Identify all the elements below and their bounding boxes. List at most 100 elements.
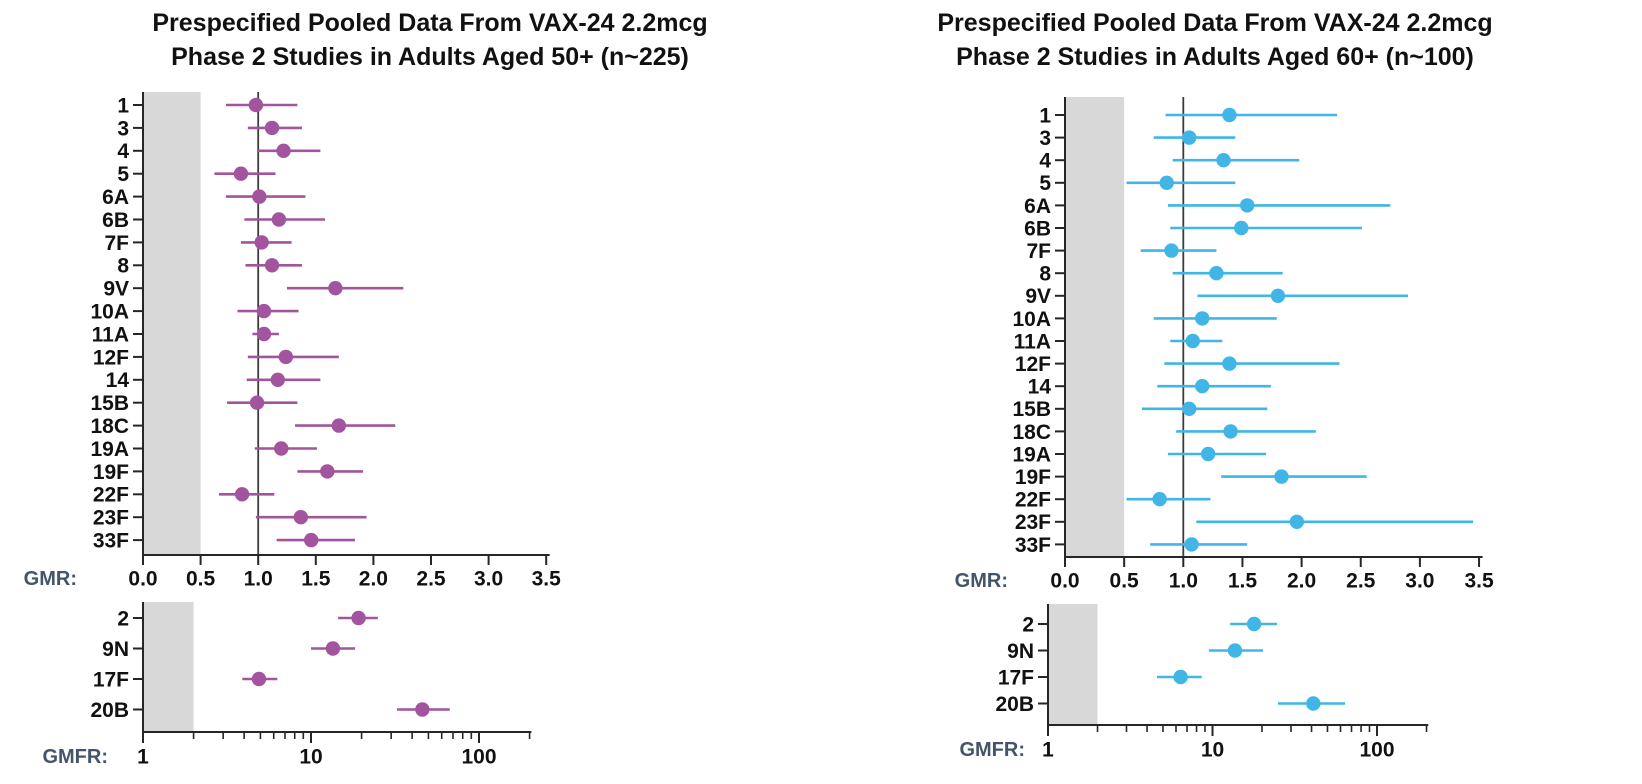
serotype-label-17F: 17F [998,666,1034,689]
serotype-label-7F: 7F [1026,240,1051,263]
gmr-point-23F [293,510,309,525]
gmfr-plot-adults_50plus: 1 10 100 GMFR: 2 9N 17F 20B [42,602,532,768]
gmr-point-4 [276,143,291,158]
serotype-label-6B: 6B [102,209,129,232]
gmr-point-33F [1184,537,1199,552]
serotype-label-12F: 12F [1015,353,1051,376]
x-tick-label: 1 [1042,738,1054,761]
x-tick-label: 10 [299,745,322,768]
serotype-label-17F: 17F [93,668,129,691]
serotype-label-5: 5 [117,163,129,186]
gmr-point-6A [1239,198,1255,213]
chart-title-50plus: Prespecified Pooled Data From VAX-24 2.2… [110,6,750,74]
x-tick-label: 3.5 [532,567,562,590]
serotype-label-22F: 22F [93,484,129,507]
gmr-point-7F [254,235,269,250]
serotype-label-11A: 11A [92,323,129,346]
panel-adults_50plus: 0.0 0.5 1.0 1.5 2.0 2.5 3.0 3.5GMR:13456A6B7F89… [24,92,561,768]
x-tick-label: 2.5 [416,567,446,590]
x-tick-label: 1.5 [301,567,331,590]
gmr-point-8 [264,258,280,273]
gmr-point-22F [234,487,250,502]
serotype-label-4: 4 [117,140,129,163]
gmr-point-1 [248,97,264,113]
serotype-label-19A: 19A [1012,443,1051,466]
serotype-label-2: 2 [1022,613,1034,636]
panel-adults_60plus: 0.0 0.5 1.0 1.5 2.0 2.5 3.0 3.5GMR:13456A6B7F89… [955,97,1494,761]
gmfr-point-9N [325,641,341,656]
gmr-point-22F [1152,492,1167,507]
gmr-point-6B [271,212,287,227]
serotype-label-9V: 9V [103,278,129,301]
serotype-label-7F: 7F [104,232,129,255]
serotype-label-20B: 20B [90,699,129,722]
gmr-point-23F [1289,514,1305,529]
serotype-label-19F: 19F [93,461,129,484]
gmr-point-15B [249,395,265,410]
gmfr-point-2 [351,610,366,626]
gmr-point-18C [1223,424,1238,439]
x-tick-label: 100 [461,745,496,768]
gmr-point-4 [1216,153,1231,168]
serotype-label-10A: 10A [90,300,129,323]
x-tick-label: 1.5 [1228,569,1258,592]
gmfr-axis-caption: GMFR: [42,746,108,768]
gmr-point-8 [1209,266,1224,281]
serotype-label-9V: 9V [1025,285,1051,308]
x-tick-label: 0.0 [1050,569,1079,592]
serotype-label-19F: 19F [1015,466,1051,489]
gmfr-point-17F [1173,669,1188,685]
gmr-point-7F [1164,243,1179,258]
gmr-point-9V [328,281,343,296]
gmr-point-1 [1222,107,1237,123]
gmr-point-14 [270,372,285,387]
gmr-point-6B [1234,220,1249,236]
x-tick-label: 100 [1359,738,1394,761]
serotype-label-23F: 23F [93,507,129,530]
title-line1: Prespecified Pooled Data From VAX-24 2.2… [152,9,708,37]
x-tick-label: 0.5 [1110,569,1140,592]
serotype-label-14: 14 [1028,376,1052,399]
gmr-point-12F [278,349,294,365]
gmr-point-10A [1195,311,1210,326]
serotype-label-12F: 12F [93,346,129,369]
x-tick-label: 1.0 [1169,569,1198,592]
serotype-label-19A: 19A [90,438,129,461]
shaded-band [143,602,194,732]
gmr-point-12F [1222,356,1237,371]
gmfr-point-2 [1246,616,1262,632]
serotype-label-10A: 10A [1012,308,1051,331]
gmr-point-18C [331,418,347,433]
gmr-plot-adults_50plus: 0.0 0.5 1.0 1.5 2.0 2.5 3.0 3.5 GMR: 13456A6B7F89… [24,92,561,590]
x-tick-label: 3.5 [1464,569,1494,592]
gmr-point-10A [256,303,272,319]
gmfr-plot-adults_60plus: 1 10 100 GMFR: 2 9N 17F 20B [959,604,1429,761]
serotype-label-3: 3 [117,117,129,140]
gmr-point-5 [1159,175,1174,190]
serotype-label-8: 8 [1039,263,1051,286]
gmr-point-11A [256,326,272,342]
serotype-label-6A: 6A [102,186,129,209]
serotype-label-14: 14 [106,369,130,392]
serotype-label-6A: 6A [1024,195,1051,218]
gmr-point-19A [274,441,289,456]
serotype-label-15B: 15B [1012,398,1051,421]
gmr-plot-adults_60plus: 0.0 0.5 1.0 1.5 2.0 2.5 3.0 3.5 GMR: 13456A6B7F89… [955,97,1494,592]
gmr-point-9V [1270,288,1286,303]
x-tick-label: 3.0 [1405,569,1434,592]
title-line2: Phase 2 Studies in Adults Aged 60+ (n~10… [956,43,1474,71]
serotype-label-8: 8 [117,255,129,278]
x-tick-label: 1.0 [244,567,273,590]
gmr-point-19F [1274,469,1289,484]
x-tick-label: 3.0 [474,567,503,590]
serotype-label-9N: 9N [1007,640,1034,663]
gmr-point-19A [1200,446,1216,462]
serotype-label-3: 3 [1039,127,1051,150]
serotype-label-15B: 15B [90,392,129,415]
gmfr-axis-caption: GMFR: [959,739,1025,761]
gmr-point-11A [1185,333,1200,349]
gmr-point-5 [233,166,249,181]
serotype-label-18C: 18C [1012,421,1051,444]
serotype-label-2: 2 [117,607,129,630]
gmfr-point-9N [1227,643,1243,658]
